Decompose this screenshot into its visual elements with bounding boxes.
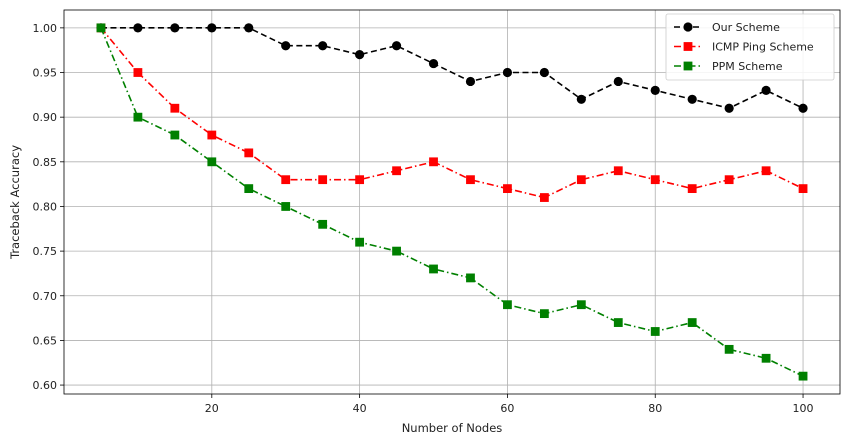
series-line (100, 27, 804, 110)
data-point (429, 157, 438, 167)
data-point (466, 175, 475, 185)
data-point (429, 264, 438, 274)
data-point (244, 148, 254, 158)
series-layer (96, 23, 808, 381)
data-point (391, 41, 402, 51)
data-point (281, 202, 291, 211)
data-point (724, 344, 734, 354)
data-point (613, 166, 623, 176)
legend-swatch-marker (683, 42, 693, 51)
data-point (502, 67, 513, 78)
data-point (576, 94, 586, 104)
data-point (724, 103, 734, 113)
series-2 (96, 23, 808, 381)
legend-label: Our Scheme (712, 21, 780, 34)
y-tick-label: 0.75 (33, 245, 58, 258)
y-tick-label: 0.95 (33, 67, 58, 80)
y-tick-label: 0.80 (33, 200, 58, 213)
data-point (761, 85, 771, 95)
data-point (761, 166, 771, 176)
data-point (687, 318, 697, 327)
data-point (576, 300, 586, 310)
data-point (798, 103, 808, 113)
y-tick-label: 1.00 (33, 22, 58, 35)
data-point (96, 23, 106, 33)
x-tick-label: 60 (500, 402, 514, 415)
legend-label: PPM Scheme (712, 60, 783, 73)
data-point (207, 130, 217, 140)
plot-frame (63, 9, 841, 395)
data-point (503, 300, 512, 310)
data-point (392, 166, 401, 176)
data-point (613, 76, 623, 87)
y-tick-label: 0.65 (33, 334, 58, 347)
data-point (650, 175, 660, 185)
data-point (355, 237, 365, 247)
ticks: 20 40 60 80 100 0.60 0.65 0.70 0.75 0.80 0.85 0.90 0… (33, 22, 814, 415)
y-tick-label: 0.60 (33, 379, 58, 392)
data-point (798, 184, 808, 194)
data-point (466, 273, 475, 283)
data-point (355, 175, 365, 185)
data-point (281, 41, 291, 51)
y-tick-label: 0.85 (33, 156, 58, 169)
data-point (318, 41, 328, 51)
data-point (207, 23, 217, 33)
series-0 (96, 23, 808, 113)
data-point (613, 318, 623, 327)
data-point (133, 112, 143, 122)
data-point (465, 76, 476, 87)
x-axis-label: Number of Nodes (402, 421, 503, 435)
data-point (650, 327, 660, 336)
data-point (687, 94, 697, 104)
series-line (100, 27, 804, 377)
data-point (170, 23, 180, 33)
x-tick-label: 100 (793, 402, 814, 415)
data-point (650, 85, 660, 95)
data-point (170, 103, 180, 113)
data-point (428, 58, 439, 69)
legend-swatch-marker (683, 22, 693, 32)
x-tick-label: 40 (353, 402, 367, 415)
legend: Our Scheme ICMP Ping Scheme PPM Scheme (665, 13, 835, 81)
data-point (318, 219, 328, 229)
y-tick-label: 0.70 (33, 290, 58, 303)
data-point (687, 184, 697, 194)
data-point (281, 175, 291, 185)
data-point (244, 23, 254, 33)
data-point (392, 246, 401, 256)
data-point (355, 50, 365, 60)
legend-box (665, 13, 835, 81)
x-tick-label: 80 (648, 402, 662, 415)
data-point (207, 157, 217, 167)
data-point (539, 67, 549, 78)
data-point (170, 130, 180, 140)
data-point (244, 184, 254, 194)
legend-label: ICMP Ping Scheme (712, 41, 814, 54)
data-point (318, 175, 328, 185)
data-point (133, 68, 143, 77)
data-point (539, 193, 549, 202)
data-point (503, 184, 512, 194)
data-point (724, 175, 734, 185)
y-axis-label: Traceback Accuracy (8, 145, 22, 260)
x-tick-label: 20 (205, 402, 219, 415)
data-point (798, 371, 808, 381)
data-point (761, 353, 771, 363)
y-tick-label: 0.90 (33, 111, 58, 124)
data-point (133, 23, 143, 33)
series-line (100, 27, 804, 199)
data-point (576, 175, 586, 185)
legend-swatch-marker (683, 61, 693, 71)
data-point (539, 309, 549, 319)
